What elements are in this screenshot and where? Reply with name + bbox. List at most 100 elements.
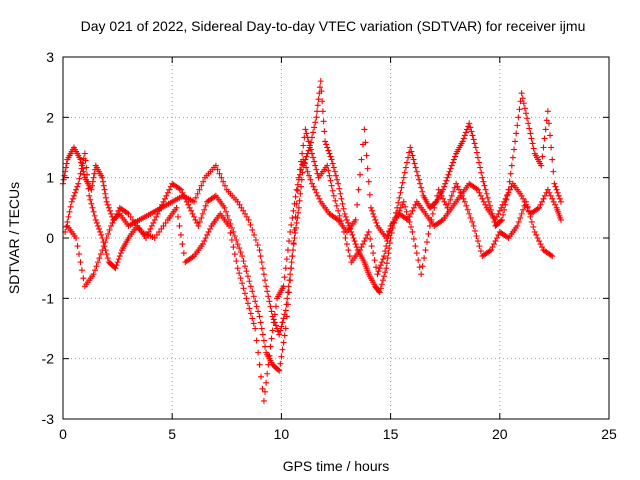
data-point: [105, 230, 112, 237]
data-point: [479, 174, 486, 181]
data-point: [548, 144, 555, 151]
data-point: [287, 271, 294, 278]
data-point: [464, 126, 471, 133]
data-point: [201, 206, 208, 213]
data-point: [77, 259, 84, 266]
data-point: [323, 141, 330, 148]
data-point: [387, 225, 394, 232]
data-point: [389, 222, 396, 229]
data-point: [245, 216, 252, 223]
data-point: [326, 150, 333, 157]
data-point: [262, 343, 269, 350]
data-point: [383, 265, 390, 272]
data-point: [302, 126, 309, 133]
data-point: [557, 198, 564, 205]
data-point: [305, 138, 312, 145]
data-point: [554, 189, 561, 196]
data-point: [94, 222, 101, 229]
data-point: [136, 225, 143, 232]
data-point: [480, 198, 487, 205]
data-point: [112, 213, 119, 220]
data-point: [385, 250, 392, 257]
data-point: [551, 180, 558, 187]
data-point: [62, 164, 69, 171]
data-point: [358, 156, 365, 163]
data-point: [411, 160, 418, 167]
data-point: [231, 251, 238, 258]
data-point: [76, 175, 83, 182]
data-point: [435, 186, 442, 193]
data-point: [234, 265, 241, 272]
data-point: [339, 200, 346, 207]
data-point: [284, 247, 291, 254]
data-point: [400, 174, 407, 181]
data-point: [520, 195, 527, 202]
data-point: [333, 172, 339, 179]
data-point: [552, 183, 559, 190]
data-point: [382, 248, 389, 255]
data-point: [317, 78, 324, 85]
data-point: [255, 349, 262, 356]
data-point: [412, 243, 419, 250]
data-point: [240, 207, 247, 214]
data-point: [164, 189, 171, 196]
data-point: [303, 153, 310, 160]
data-point: [102, 190, 109, 197]
data-point: [277, 327, 284, 334]
data-point: [454, 183, 461, 190]
data-point: [90, 271, 97, 278]
data-point: [441, 183, 448, 190]
x-tick-label: 0: [59, 426, 67, 442]
data-point: [336, 185, 343, 192]
data-point: [115, 256, 122, 263]
data-point: [156, 207, 163, 214]
data-point: [403, 159, 410, 166]
data-point: [365, 178, 372, 185]
data-point: [470, 136, 477, 143]
data-point: [482, 201, 489, 208]
data-point: [236, 270, 243, 277]
data-point: [99, 247, 106, 254]
data-point: [289, 214, 296, 221]
data-point: [102, 194, 109, 201]
data-point: [342, 213, 349, 220]
data-point: [268, 335, 275, 342]
data-point: [365, 228, 372, 235]
data-point: [466, 210, 473, 217]
data-point: [459, 138, 466, 145]
data-point: [528, 135, 535, 142]
data-point: [312, 119, 319, 126]
data-point: [93, 263, 100, 270]
data-point: [374, 271, 381, 278]
data-point: [258, 325, 265, 332]
data-point: [286, 289, 293, 296]
data-point: [370, 250, 377, 257]
data-point: [230, 244, 237, 251]
y-tick-label: 2: [46, 109, 54, 125]
data-point: [191, 198, 198, 205]
data-point: [457, 189, 464, 196]
data-point: [272, 322, 279, 329]
y-tick-label: 3: [46, 49, 54, 65]
data-point: [367, 204, 374, 211]
data-point: [286, 238, 293, 245]
data-point: [240, 258, 247, 265]
data-point: [153, 231, 160, 238]
data-point: [508, 162, 515, 169]
data-point: [419, 263, 426, 270]
data-point: [386, 228, 393, 235]
data-point: [458, 192, 465, 199]
data-point: [355, 186, 362, 193]
data-point: [82, 157, 89, 164]
data-point: [177, 186, 184, 193]
data-point: [520, 206, 527, 213]
data-point: [505, 189, 512, 196]
data-point: [481, 182, 488, 189]
data-point: [296, 197, 303, 204]
data-point: [428, 216, 435, 223]
data-point: [304, 134, 311, 141]
data-point: [100, 182, 107, 189]
data-point: [460, 135, 467, 142]
data-point: [328, 156, 335, 163]
data-point: [296, 171, 303, 178]
